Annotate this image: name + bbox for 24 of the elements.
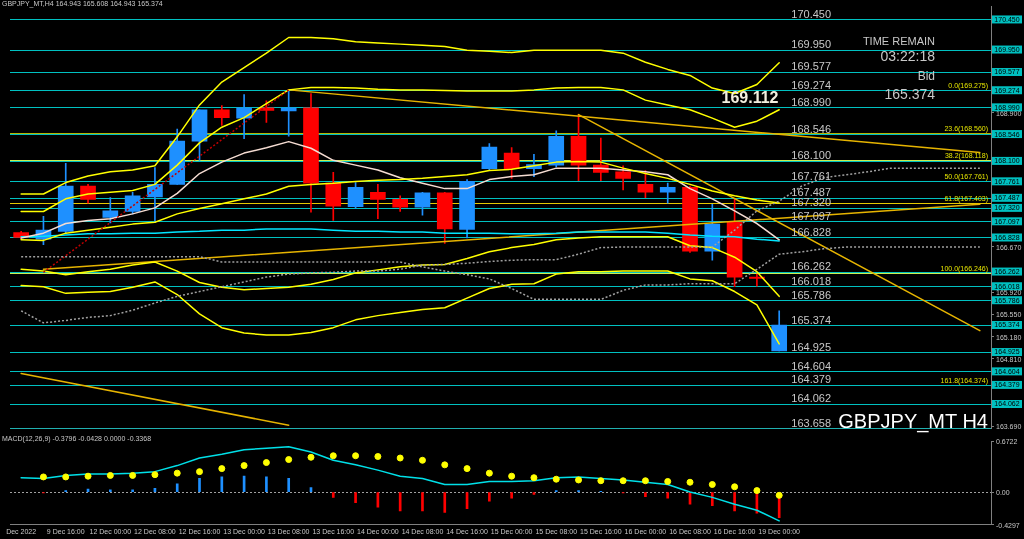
ref-line-label: 168.546	[791, 122, 832, 135]
ref-line-label: 164.604	[791, 359, 832, 372]
ref-line-label: 169.577	[791, 60, 832, 73]
annotation: 03:22:18	[880, 48, 936, 64]
ref-line-label: 164.062	[791, 392, 832, 405]
ref-line-label: 169.274	[791, 78, 832, 91]
ref-line-label: 164.925	[791, 340, 832, 353]
ref-line-label: 168.100	[791, 149, 832, 162]
annotation: GBPJPY_MT H4	[838, 410, 988, 433]
ref-line-label: 169.950	[791, 38, 832, 51]
ref-line-label: 167.487	[791, 186, 832, 199]
ref-line-label: 166.262	[791, 260, 832, 273]
annotation: 165.374	[884, 86, 936, 102]
ref-line-label: 165.786	[791, 288, 832, 301]
annotation: 169.112	[721, 89, 779, 106]
annotation: Bid	[917, 69, 935, 83]
ref-line-label: 165.374	[791, 313, 832, 326]
ref-line-label: 166.018	[791, 274, 832, 287]
ref-line-label: 170.450	[791, 7, 832, 20]
ref-line-label: 163.658	[791, 416, 832, 429]
annotation: TIME REMAIN	[862, 35, 936, 47]
ref-line-label: 164.379	[791, 373, 832, 386]
ref-line-label: 168.990	[791, 95, 832, 108]
ref-line-label: 167.761	[791, 169, 832, 182]
